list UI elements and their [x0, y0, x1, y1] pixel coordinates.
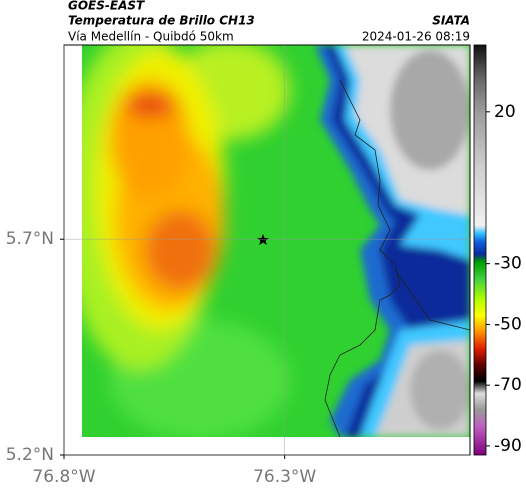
x-tick-label: 76.3°W — [253, 467, 316, 487]
colorbar-tick-label: -30 — [494, 254, 522, 274]
colorbar — [473, 44, 487, 456]
product: Temperatura de Brillo CH13 — [68, 14, 255, 28]
coastline — [324, 79, 470, 437]
colorbar-tick-label: 20 — [494, 102, 516, 122]
colorbar-tick-label: -70 — [494, 375, 522, 395]
datetime: 2024-01-26 08:19 — [362, 30, 470, 44]
source: GOES-EAST — [68, 0, 145, 13]
x-tick-label: 76.8°W — [32, 467, 95, 487]
colorbar-tick-label: -90 — [494, 436, 522, 456]
satellite-image — [82, 45, 470, 437]
y-tick-label: 5.7°N — [6, 229, 54, 249]
region: Vía Medellín - Quibdó 50km — [68, 30, 234, 44]
colorbar-tick-label: -50 — [494, 314, 522, 334]
agency: SIATA — [432, 14, 470, 28]
y-tick-label: 5.2°N — [6, 445, 54, 465]
